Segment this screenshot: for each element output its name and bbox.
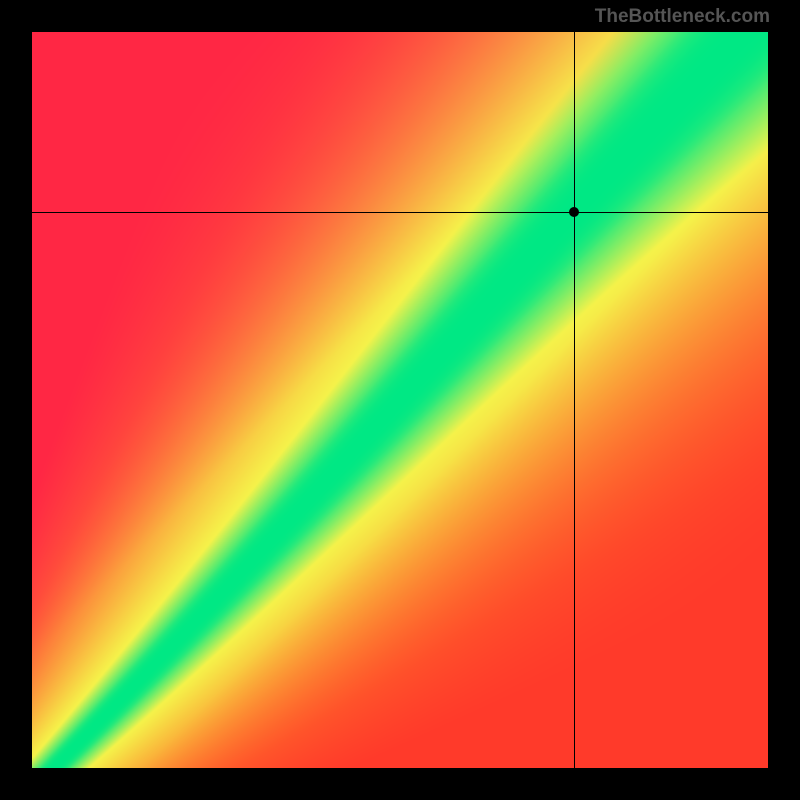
crosshair-horizontal bbox=[32, 212, 768, 213]
crosshair-vertical bbox=[574, 32, 575, 768]
bottleneck-heatmap bbox=[32, 32, 768, 768]
watermark-text: TheBottleneck.com bbox=[595, 6, 770, 28]
heatmap-canvas bbox=[32, 32, 768, 768]
selection-marker bbox=[569, 207, 579, 217]
